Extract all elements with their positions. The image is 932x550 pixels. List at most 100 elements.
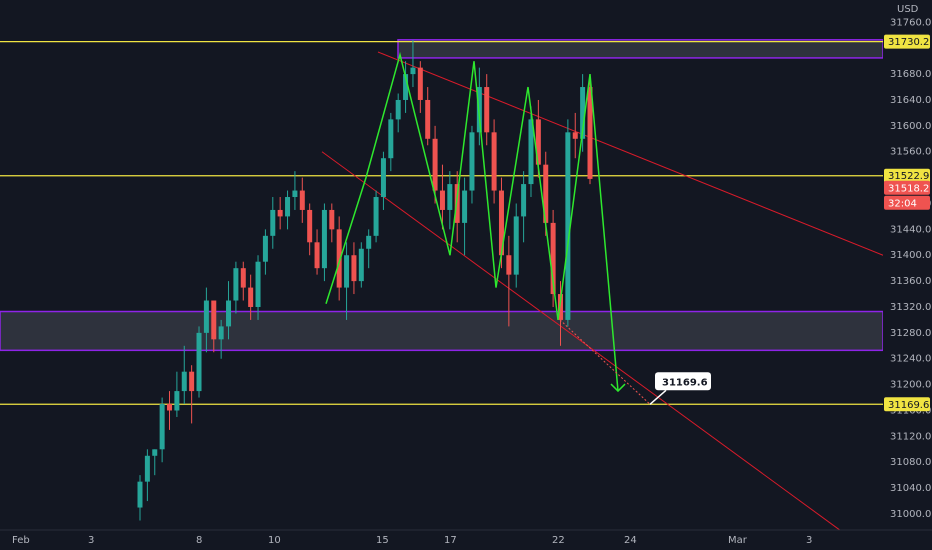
y-tick-label: 31000.0 bbox=[890, 509, 931, 520]
x-tick-label: 8 bbox=[196, 535, 202, 546]
candle-body bbox=[410, 67, 416, 75]
x-tick-label: Mar bbox=[728, 535, 748, 546]
candle-body bbox=[181, 371, 187, 392]
x-tick-label: Feb bbox=[12, 535, 30, 546]
y-tick-label: 31280.0 bbox=[890, 328, 931, 339]
y-tick-label: 31600.0 bbox=[890, 121, 931, 132]
candle-body bbox=[321, 209, 327, 269]
candle-body bbox=[587, 87, 593, 179]
candle-body bbox=[159, 404, 165, 450]
candle-body bbox=[189, 371, 195, 392]
candle-body bbox=[203, 300, 209, 333]
candle-body bbox=[572, 132, 578, 139]
candle-body bbox=[535, 119, 541, 165]
x-tick-label: 3 bbox=[806, 535, 812, 546]
candle-body bbox=[167, 404, 173, 411]
currency-label: USD bbox=[897, 4, 919, 15]
candle-body bbox=[344, 255, 350, 288]
y-tick-label: 31440.0 bbox=[890, 224, 931, 235]
candle-body bbox=[521, 184, 527, 217]
y-tick-label: 31040.0 bbox=[890, 483, 931, 494]
candle-body bbox=[491, 132, 497, 191]
price-tag-top: 31730.2 bbox=[888, 37, 929, 48]
candle-body bbox=[262, 235, 268, 262]
target-arrow bbox=[610, 383, 626, 393]
y-tick-label: 31120.0 bbox=[890, 431, 931, 442]
x-tick-label: 22 bbox=[552, 535, 565, 546]
price-tag-current: 31518.2 bbox=[888, 183, 929, 194]
candle-body bbox=[484, 87, 490, 133]
candle-body bbox=[395, 99, 401, 120]
candle-body bbox=[565, 132, 571, 320]
candle-body bbox=[358, 248, 364, 282]
candle-body bbox=[498, 190, 504, 256]
trend-line-0 bbox=[377, 51, 884, 256]
y-tick-label: 31240.0 bbox=[890, 354, 931, 365]
candle-body bbox=[528, 119, 534, 185]
candle-body bbox=[469, 132, 475, 191]
y-tick-label: 31320.0 bbox=[890, 302, 931, 313]
candle-body bbox=[299, 190, 305, 210]
candle-body bbox=[432, 138, 438, 191]
y-tick-label: 31400.0 bbox=[890, 250, 931, 261]
resistance-zone bbox=[397, 39, 884, 59]
candle-body bbox=[226, 300, 232, 327]
y-tick-label: 31680.0 bbox=[890, 69, 931, 80]
candle-body bbox=[557, 294, 563, 320]
y-tick-label: 31080.0 bbox=[890, 457, 931, 468]
candle-body bbox=[152, 449, 158, 456]
candle-body bbox=[196, 332, 202, 392]
candle-body bbox=[417, 67, 423, 100]
price-tag-mid: 31522.9 bbox=[888, 171, 929, 182]
candle-body bbox=[336, 229, 342, 288]
candle-body bbox=[373, 197, 379, 236]
annotation-pointer bbox=[649, 389, 667, 405]
pattern-line bbox=[325, 51, 619, 392]
x-tick-label: 17 bbox=[444, 535, 457, 546]
candle-body bbox=[351, 255, 357, 282]
candle-body bbox=[580, 87, 586, 139]
candle-body bbox=[454, 184, 460, 223]
candle-body bbox=[218, 326, 224, 340]
y-axis-background bbox=[883, 0, 932, 550]
y-tick-label: 31200.0 bbox=[890, 380, 931, 391]
candle-body bbox=[439, 190, 445, 210]
candle-body bbox=[425, 99, 431, 139]
candle-body bbox=[240, 268, 246, 288]
candle-body bbox=[550, 222, 556, 295]
annotation-text: 31169.6 bbox=[662, 377, 708, 388]
candle-body bbox=[211, 300, 217, 340]
candle-body bbox=[403, 74, 409, 100]
price-tag-top-bg bbox=[884, 34, 930, 49]
projection-line bbox=[559, 319, 651, 405]
candle-body bbox=[255, 261, 261, 307]
candle-body bbox=[388, 119, 394, 159]
y-tick-label: 31560.0 bbox=[890, 147, 931, 158]
x-tick-label: 3 bbox=[88, 535, 94, 546]
candle-body bbox=[248, 287, 254, 307]
candle-body bbox=[462, 190, 468, 223]
candle-body bbox=[543, 164, 549, 223]
candle-body bbox=[233, 268, 239, 301]
candle-body bbox=[447, 184, 453, 210]
y-tick-label: 31760.0 bbox=[890, 17, 931, 28]
candle-body bbox=[144, 455, 150, 482]
candle-body bbox=[314, 242, 320, 269]
price-tag-countdown: 32:04 bbox=[888, 198, 917, 209]
x-tick-label: 15 bbox=[376, 535, 389, 546]
candle-body bbox=[285, 197, 291, 217]
candle-body bbox=[366, 235, 372, 249]
candle-body bbox=[137, 481, 143, 508]
support-zone bbox=[0, 310, 884, 352]
candle-body bbox=[307, 209, 313, 243]
annotation-box bbox=[655, 372, 711, 391]
price-tag-mid-bg bbox=[884, 168, 930, 183]
candle-body bbox=[174, 391, 180, 411]
price-tag-current-bg bbox=[884, 180, 930, 195]
candle-body bbox=[380, 158, 386, 198]
y-tick-label: 31640.0 bbox=[890, 95, 931, 106]
candle-body bbox=[506, 255, 512, 275]
candle-body bbox=[513, 216, 519, 275]
